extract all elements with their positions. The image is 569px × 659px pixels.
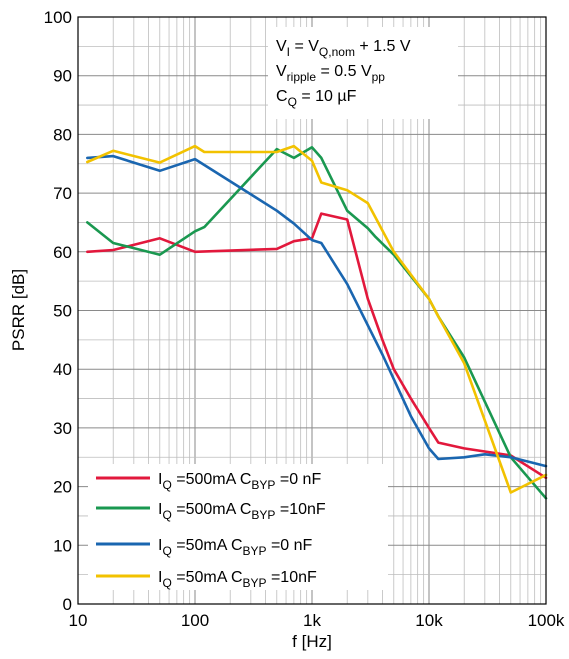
cond2-a-sub: ripple [287,70,317,84]
cond3-a: C [276,88,288,105]
x-tick-label: 100k [528,611,565,630]
cond2-b-sub: pp [372,70,386,84]
legend-1-end: =10nF [275,501,325,518]
legend-2-end: =0 nF [267,537,313,554]
y-tick-label: 10 [53,536,72,555]
legend-2-mid: =50mA C [172,537,243,554]
series-line-3 [86,144,548,494]
legend-entry-2: IQ =50mA CBYP =0 nF [96,537,313,558]
legend-0-end: =0 nF [275,471,321,488]
legend-0-i: I [158,471,162,488]
legend-0-mid: =500mA C [172,471,252,488]
legend-2-i-sub: Q [162,544,171,558]
condition-line-1: VI = VQ,nom + 1.5 V [276,38,411,59]
cond1-b-sub: Q,nom [319,45,355,59]
legend-1-mid: =500mA C [172,501,252,518]
x-axis-title: f [Hz] [292,632,332,651]
x-tick-label: 10 [69,611,88,630]
y-tick-label: 40 [53,360,72,379]
legend-2-i: I [158,537,162,554]
x-tick-label: 10k [415,611,443,630]
y-tick-label: 0 [63,595,72,614]
cond2-b: = 0.5 V [316,63,372,80]
legend-label-0: IQ =500mA CBYP =0 nF [158,471,321,492]
legend-3-mid: =50mA C [172,569,243,586]
legend-0-c-sub: BYP [251,478,275,492]
legend-3-i-sub: Q [162,576,171,590]
condition-line-2: Vripple = 0.5 Vpp [276,63,385,84]
legend-3-c-sub: BYP [243,576,267,590]
legend-3-i: I [158,569,162,586]
cond3-b: = 10 µF [297,88,357,105]
x-tick-label: 100 [181,611,209,630]
legend-1-c-sub: BYP [251,508,275,522]
legend-entry-1: IQ =500mA CBYP =10nF [96,501,326,522]
legend-0-i-sub: Q [162,478,171,492]
x-tick-label: 1k [303,611,321,630]
series-line-0 [86,212,548,480]
legend-1-i-sub: Q [162,508,171,522]
plot-frame [77,16,547,605]
cond1-b: = V [290,38,319,55]
conditions-box-background [268,27,458,119]
y-tick-label: 70 [53,184,72,203]
legend: IQ =500mA CBYP =0 nF IQ =500mA CBYP =10n… [88,464,388,590]
legend-1-i: I [158,501,162,518]
y-tick-label: 90 [53,67,72,86]
legend-label-1: IQ =500mA CBYP =10nF [158,501,326,522]
legend-2-c-sub: BYP [243,544,267,558]
y-tick-label: 60 [53,243,72,262]
y-tick-label: 100 [44,8,72,27]
y-axis-title: PSRR [dB] [9,269,28,351]
legend-label-3: IQ =50mA CBYP =10nF [158,569,317,590]
cond2-a: V [276,63,287,80]
legend-entry-0: IQ =500mA CBYP =0 nF [96,471,321,492]
y-tick-label: 50 [53,302,72,321]
series-line-2 [86,154,548,468]
legend-label-2: IQ =50mA CBYP =0 nF [158,537,313,558]
legend-entry-3: IQ =50mA CBYP =10nF [96,569,317,590]
series-layer [86,144,548,500]
y-tick-label: 20 [53,478,72,497]
y-tick-label: 80 [53,125,72,144]
legend-3-end: =10nF [267,569,317,586]
legend-background [88,464,388,590]
cond1-a-sub: I [287,45,290,59]
y-tick-label: 30 [53,419,72,438]
condition-line-3: CQ = 10 µF [276,88,357,109]
cond1-c: + 1.5 V [355,38,411,55]
conditions-box: VI = VQ,nom + 1.5 V Vripple = 0.5 Vpp CQ… [268,27,458,119]
cond1-a: V [276,38,287,55]
cond3-a-sub: Q [288,95,297,109]
